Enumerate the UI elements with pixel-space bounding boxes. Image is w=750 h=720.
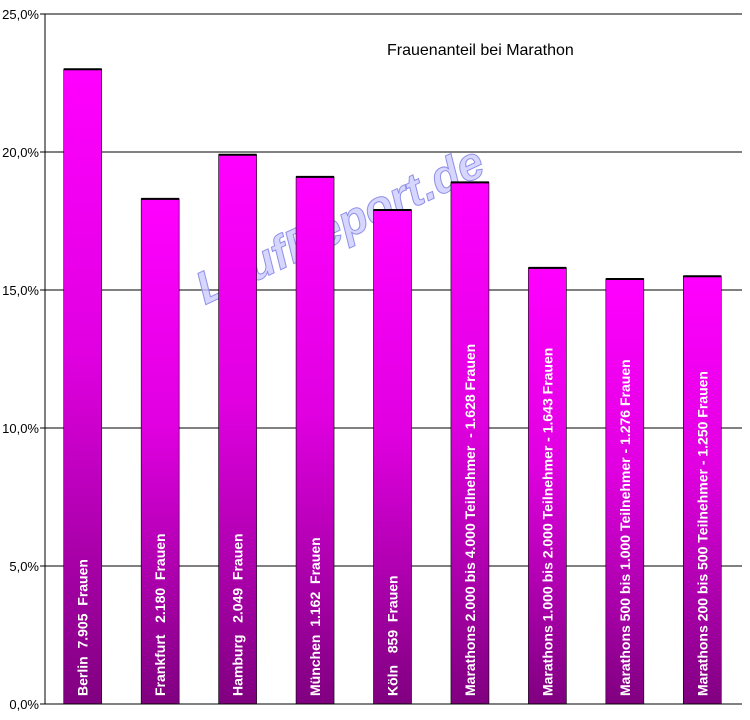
bar-category-label: Marathons 500 bis 1.000 Teilnehmer - 1.2…	[617, 359, 633, 696]
bars: Berlin 7.905 Frauen Frankfurt 2.180 Fraue…	[63, 68, 722, 705]
bar-group: Marathons 500 bis 1.000 Teilnehmer - 1.2…	[605, 277, 645, 705]
bar-category-label: Hamburg 2.049 Frauen	[230, 533, 246, 696]
chart-title: Frauenanteil bei Marathon	[387, 42, 574, 59]
bar	[295, 176, 335, 705]
y-tick-label: 15,0%	[2, 283, 39, 298]
bar-group: München 1.162 Frauen	[295, 175, 335, 705]
y-tick-label: 10,0%	[2, 421, 39, 436]
bar-group: Frankfurt 2.180 Frauen	[140, 197, 180, 705]
bar-category-label: Marathons 2.000 bis 4.000 Teilnehmer - 1…	[462, 344, 478, 696]
bar-category-label: Berlin 7.905 Frauen	[75, 559, 91, 696]
bar-category-label: München 1.162 Frauen	[307, 537, 323, 696]
y-tick-label: 25,0%	[2, 7, 39, 22]
bar	[682, 275, 722, 705]
bar-group: Köln 859 Frauen	[373, 208, 412, 705]
bar	[528, 267, 567, 705]
bar	[63, 68, 103, 705]
bar-group: Hamburg 2.049 Frauen	[218, 153, 257, 705]
y-tick-label: 0,0%	[9, 697, 39, 712]
bar-group: Marathons 2.000 bis 4.000 Teilnehmer - 1…	[450, 181, 490, 705]
bar-group: Marathons 1.000 bis 2.000 Teilnehmer - 1…	[528, 266, 567, 705]
bar	[450, 182, 490, 705]
bar-category-label: Marathons 1.000 bis 2.000 Teilnehmer - 1…	[539, 348, 555, 696]
bar-category-label: Köln 859 Frauen	[385, 575, 401, 696]
y-axis-ticks: 0,0% 5,0% 10,0% 15,0% 20,0% 25,0%	[2, 7, 45, 712]
bar	[373, 209, 412, 705]
bar	[605, 278, 645, 705]
y-tick-label: 20,0%	[2, 145, 39, 160]
bar-category-label: Frankfurt 2.180 Frauen	[152, 533, 168, 696]
bar-group: Berlin 7.905 Frauen	[63, 68, 103, 705]
y-tick-label: 5,0%	[9, 559, 39, 574]
bar-category-label: Marathons 200 bis 500 Teilnehmer - 1.250…	[694, 371, 710, 696]
bar	[218, 154, 257, 705]
bar-group: Marathons 200 bis 500 Teilnehmer - 1.250…	[682, 275, 722, 705]
